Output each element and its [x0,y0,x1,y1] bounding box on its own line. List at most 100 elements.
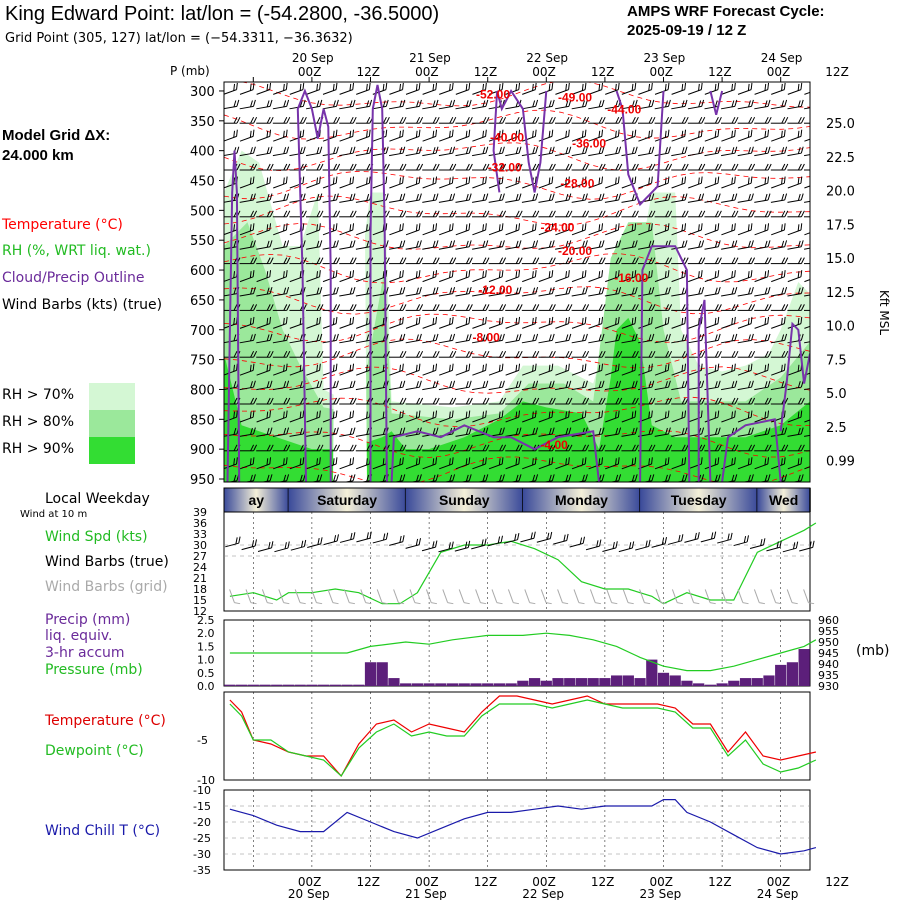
wind-barb [405,444,424,452]
wind-barb [688,82,703,95]
precip-bar [235,684,248,686]
wind-barb [521,210,540,218]
wind-barb [438,444,457,452]
wind-barb [405,457,421,470]
wind-barb [721,363,736,376]
wind-barb [571,223,587,236]
wind-barb [522,363,537,376]
wind-barb [239,410,255,423]
wind-barb [555,333,572,344]
wind-barb [438,146,456,157]
wind-barb [389,363,404,376]
wind-barb [604,116,623,124]
surface-wind-barb [290,539,307,551]
wind-barb [372,146,389,157]
wind-barb [787,410,803,423]
wind-barb [588,146,605,157]
wind-barb [389,287,406,297]
precip-bar [458,683,470,686]
wind-barb [737,380,754,391]
wind-barb [455,444,473,452]
precip-bar [634,678,646,686]
legend-pressure: Pressure (mb) [45,662,143,678]
height-tick-label: 25.0 [826,117,855,132]
wind-barb [737,287,754,297]
wind-barb [472,176,487,189]
time-tick-bottom: 00Z [650,875,674,889]
wind-barb [804,152,810,157]
wind-barb [754,240,771,250]
wind-barb [224,116,241,124]
wind-barb [521,397,540,405]
wind-barb [737,350,756,358]
time-tick-top: 12Z [357,65,381,79]
wind-barb [273,129,288,142]
wind-barb [721,410,736,423]
cloud-outline-10 [779,321,810,432]
wind-barb [787,380,804,391]
precip-bar [411,683,423,686]
wind-barb [505,397,523,405]
wind-barb [273,176,288,189]
wind-barb [654,129,670,142]
wind-barb [438,287,456,297]
wind-barb [605,363,620,376]
wind-barb [224,99,240,110]
wind-barb [273,410,288,423]
pressure-tick-label: 400 [190,145,215,160]
wind-barb [737,474,754,482]
wind-barb [405,223,421,236]
windchill-panel-frame [223,789,811,871]
legend-rh70: RH > 70% [2,387,75,403]
wind-barb [389,193,406,203]
wind-barb [256,287,273,297]
wind-barb [273,223,288,236]
wind-barb [339,363,355,376]
isotherm-11 [224,396,810,428]
wind-barb [405,163,424,171]
wind-barb [787,240,804,250]
wind-barb [272,240,290,250]
wind-barb [638,287,655,297]
wind-barb [289,223,305,236]
wind-barb [306,210,324,218]
dry-column [332,192,367,482]
wind-barb [289,176,305,189]
cloud-outline-3 [492,89,548,193]
wind-barb [438,163,457,171]
wind-barb [521,474,539,482]
wind-barb [538,163,556,171]
wind-barb [405,363,421,376]
wind-barb [721,82,736,95]
wind-barb [322,427,339,437]
wind-barb [571,240,588,250]
wind-barb [256,380,273,391]
wind-barb [754,223,770,236]
precip-bar [575,678,588,686]
pressure-unit-label: (mb) [856,643,890,659]
wind-barb [638,163,656,171]
wind-barb [671,129,687,142]
wind-barb [306,363,321,376]
wind-barb [538,363,554,376]
pressure-tick-label: 300 [190,85,215,100]
wind-barb [538,240,555,250]
wind-barb [505,240,522,250]
wind-barb [538,116,556,124]
wind-barb [239,474,256,482]
wind-barb [521,304,540,311]
wind-barb [571,163,590,171]
wind-barb [405,99,422,110]
wind-barb [306,397,324,405]
temperature-line [229,695,817,778]
wind-barb [555,304,573,311]
wind-barb [787,270,803,283]
wind-barb [438,99,456,110]
wind-barb [455,397,473,405]
height-tick-label: 7.5 [826,353,847,368]
wind-barb [787,427,804,437]
wind-barb [654,257,673,265]
wind-barb [239,176,255,189]
wind-barb [405,333,422,344]
time-tick-bottom: 12Z [357,875,381,889]
